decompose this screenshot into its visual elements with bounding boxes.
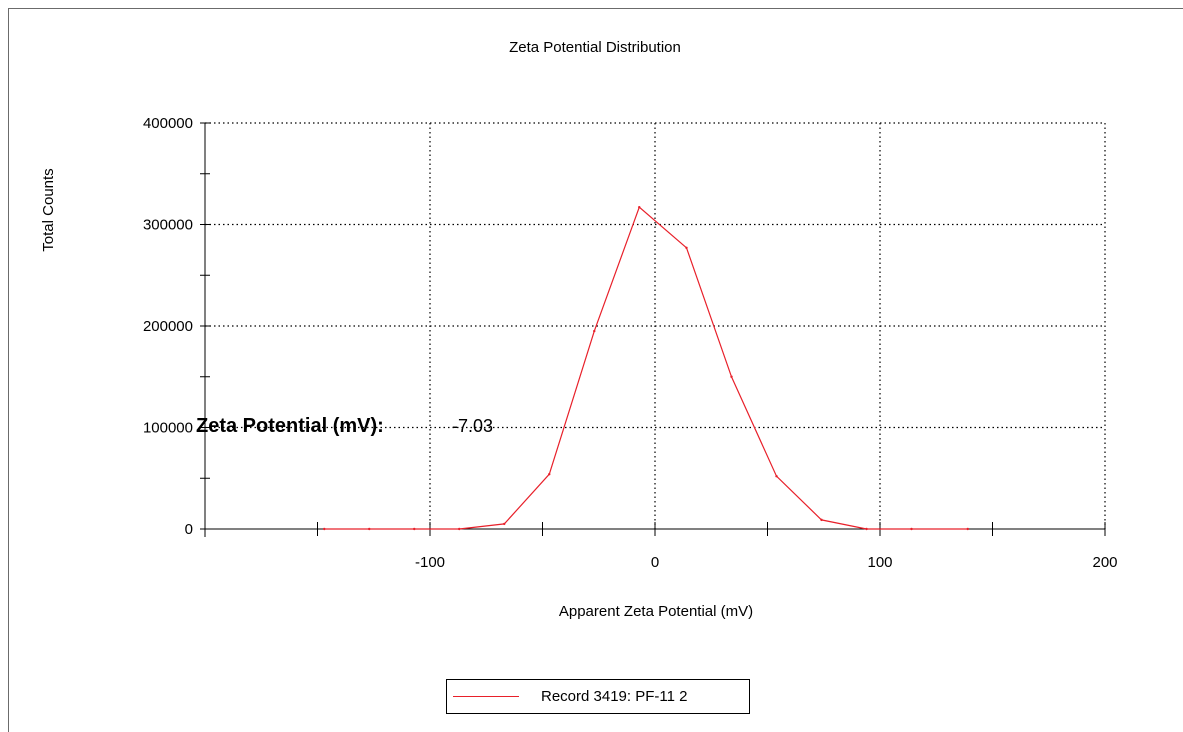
data-point — [638, 206, 641, 209]
x-tick-label: 0 — [651, 554, 659, 571]
x-tick-label: -100 — [415, 554, 445, 571]
data-point — [368, 527, 371, 531]
legend-series-swatch — [453, 696, 519, 697]
y-tick-label: 300000 — [143, 217, 193, 234]
zeta-potential-annotation-label: Zeta Potential (mV): — [196, 415, 384, 437]
chart-title: Zeta Potential Distribution — [509, 39, 681, 56]
x-tick-label: 200 — [1092, 554, 1117, 571]
data-point — [593, 329, 596, 333]
data-point — [820, 518, 823, 522]
axes: 0 100000 200000 300000 400000 -100 0 100 200 — [143, 115, 1118, 571]
y-tick-label: 200000 — [143, 318, 193, 335]
series-line — [324, 206, 968, 530]
series-layer — [323, 206, 969, 531]
data-point — [966, 527, 969, 531]
chart-legend: Record 3419: PF-11 2 — [446, 679, 750, 714]
y-tick-label: 400000 — [143, 115, 193, 132]
y-tick-label: 100000 — [143, 420, 193, 437]
data-point — [323, 527, 326, 531]
data-point — [865, 527, 868, 531]
data-point — [910, 527, 913, 531]
x-axis-label: Apparent Zeta Potential (mV) — [559, 603, 753, 620]
y-axis-label: Total Counts — [40, 168, 57, 251]
data-point — [548, 472, 551, 476]
data-point — [730, 375, 733, 378]
data-point — [503, 522, 506, 526]
grid-lines — [205, 122, 1106, 529]
y-tick-label: 0 — [185, 521, 193, 538]
legend-series-label: Record 3419: PF-11 2 — [541, 688, 688, 705]
data-point — [458, 527, 461, 531]
annotation: Zeta Potential (mV): -7.03 — [196, 415, 493, 437]
data-point — [413, 527, 416, 531]
x-tick-label: 100 — [867, 554, 892, 571]
data-point — [685, 246, 688, 250]
data-point — [775, 475, 778, 478]
zeta-potential-annotation-value: -7.03 — [452, 416, 493, 436]
chart-frame — [8, 8, 1183, 732]
